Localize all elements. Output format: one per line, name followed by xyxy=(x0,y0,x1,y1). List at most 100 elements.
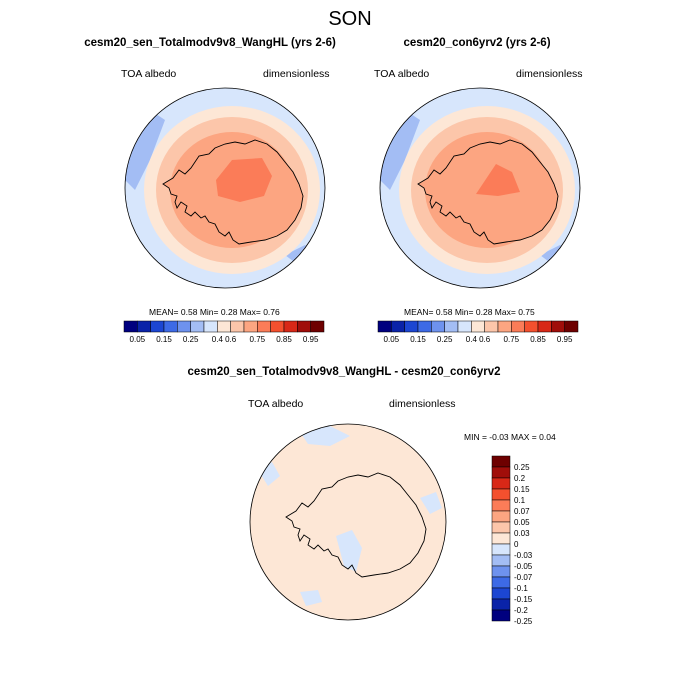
panel1-units-label: dimensionless xyxy=(263,68,330,80)
panel2-title: cesm20_con6yrv2 (yrs 2-6) xyxy=(403,37,551,49)
panel2-colorbar-cell xyxy=(404,320,419,333)
panel1-colorbar-cell xyxy=(137,320,151,333)
panel3-colorbar-cell xyxy=(491,510,511,523)
panel2-colorbar-tick-label: 0.4 xyxy=(466,335,478,344)
panel2-colorbar-cell xyxy=(471,320,485,333)
panel1-colorbar-cell xyxy=(310,320,325,333)
panel3-colorbar-tick-label: 0.25 xyxy=(514,463,530,472)
season-title: SON xyxy=(328,8,372,30)
panel3-neg-patch-3 xyxy=(336,530,362,572)
panel2-colorbar-cell xyxy=(391,320,405,333)
panel3-colorbar-tick-label: 0.15 xyxy=(514,485,530,494)
panel1-max-label: Max= xyxy=(239,307,261,317)
panel2-colorbar-cell xyxy=(497,320,512,333)
panel1-colorbar-cell xyxy=(230,320,245,333)
panel1-title: cesm20_sen_Totalmodv9v8_WangHL (yrs 2-6) xyxy=(84,37,336,49)
panel3-colorbar-tick-label: -0.07 xyxy=(514,573,533,582)
panel3-colorbar-cell xyxy=(491,565,511,578)
panel2-units-label: dimensionless xyxy=(516,68,583,80)
panel2-colorbar-cell xyxy=(551,320,565,333)
panel3-colorbar-tick-label: 0.05 xyxy=(514,518,530,527)
panel3-colorbar-tick-label: 0.07 xyxy=(514,507,530,516)
panel2-mean-value: 0.58 xyxy=(435,307,453,317)
panel1-colorbar-cell xyxy=(257,320,271,333)
panel1-colorbar-tick-label: 0.25 xyxy=(183,335,199,344)
panel1-max-value: 0.76 xyxy=(263,307,280,317)
panel3-map-border xyxy=(249,423,447,621)
panel2-colorbar-cell xyxy=(511,320,525,333)
panel1-min-label: Min= xyxy=(199,307,219,317)
panel1-colorbar-cell xyxy=(283,320,298,333)
panel2-min-label: Min= xyxy=(454,307,474,317)
panel1-colorbar-cell xyxy=(190,320,205,333)
panel2-max-label: Max= xyxy=(494,307,516,317)
panel3-max-label: MAX = xyxy=(511,432,537,442)
panel3-colorbar-tick-label: 0.03 xyxy=(514,529,530,538)
panel3-colorbar: 0.25 0.2 0.15 0.1 0.07 0.05 0.03 0 -0.03 -0.05 -0.… xyxy=(491,455,533,626)
panel2-variable-label: TOA albedo xyxy=(374,68,430,80)
panel1-map-border xyxy=(124,87,326,289)
panel1-colorbar-cell xyxy=(150,320,165,333)
panel1-colorbar-cell xyxy=(297,320,311,333)
panel3-min-value: -0.03 xyxy=(489,432,509,442)
panel2-colorbar-cell xyxy=(524,320,539,333)
panel1-mean-label: MEAN= xyxy=(149,307,179,317)
panel3-colorbar-cell xyxy=(491,587,511,600)
panel2-colorbar-tick-label: 0.95 xyxy=(557,335,573,344)
panel2-colorbar-tick-label: 0.6 xyxy=(479,335,491,344)
panel1-colorbar-tick-label: 0.95 xyxy=(303,335,319,344)
panel2-colorbar-tick-label: 0.85 xyxy=(530,335,546,344)
panel1-colorbar-cell xyxy=(163,320,178,333)
panel2-map xyxy=(379,87,581,289)
panel2-colorbar-cell xyxy=(537,320,552,333)
panel2-colorbar-cell xyxy=(377,320,392,333)
panel3-colorbar-tick-label: -0.03 xyxy=(514,551,533,560)
panel3-colorbar-tick-label: -0.25 xyxy=(514,617,533,626)
panel3-colorbar-cell xyxy=(491,521,511,534)
panel3-colorbar-cell xyxy=(491,477,511,490)
panel2-colorbar-tick-label: 0.15 xyxy=(410,335,426,344)
panel1-stats: MEAN= 0.58 Min= 0.28 Max= 0.76 xyxy=(149,307,280,317)
panel3-colorbar-cell xyxy=(491,609,511,622)
panel3-colorbar-cell xyxy=(491,499,511,512)
panel1-colorbar-cell xyxy=(243,320,258,333)
panel2-colorbar-tick-label: 0.75 xyxy=(504,335,520,344)
panel2-plateau-max xyxy=(476,164,520,196)
panel3-colorbar-cell xyxy=(491,488,511,501)
panel1-pale-blue-patch xyxy=(125,110,165,190)
panel3-stats: MIN = -0.03 MAX = 0.04 xyxy=(464,432,556,442)
panel2-colorbar-tick-label: 0.25 xyxy=(437,335,453,344)
panel3-colorbar-tick-label: -0.1 xyxy=(514,584,528,593)
panel2-colorbar-cell xyxy=(484,320,499,333)
panel3-colorbar-tick-label: -0.05 xyxy=(514,562,533,571)
panel3-colorbar-tick-label: -0.15 xyxy=(514,595,533,604)
panel1-colorbar-tick-label: 0.85 xyxy=(276,335,292,344)
panel3-variable-label: TOA albedo xyxy=(248,398,304,410)
panel1-colorbar-tick-label: 0.4 xyxy=(212,335,224,344)
panel1-mean-value: 0.58 xyxy=(180,307,198,317)
panel3-colorbar-cell xyxy=(491,554,511,567)
panel1-colorbar-cell xyxy=(123,320,138,333)
panel3-colorbar-tick-label: -0.2 xyxy=(514,606,528,615)
panel3-colorbar-tick-label: 0.2 xyxy=(514,474,526,483)
panel3-colorbar-cell xyxy=(491,455,511,468)
panel1-colorbar-tick-label: 0.05 xyxy=(130,335,146,344)
panel1-colorbar-tick-label: 0.6 xyxy=(225,335,237,344)
panel2-colorbar-cell xyxy=(431,320,445,333)
panel3-title: cesm20_sen_Totalmodv9v8_WangHL - cesm20_… xyxy=(187,366,501,378)
panel1-colorbar-cell xyxy=(270,320,285,333)
panel3-min-label: MIN = xyxy=(464,432,487,442)
panel3-colorbar-tick-label: 0.1 xyxy=(514,496,526,505)
panel3-neg-patch-4 xyxy=(420,492,442,514)
panel3-neg-patch-5 xyxy=(300,590,322,606)
panel3-colorbar-cell xyxy=(491,543,511,556)
panel3-units-label: dimensionless xyxy=(389,398,456,410)
panel2-max-value: 0.75 xyxy=(518,307,535,317)
panel2-pale-blue-patch xyxy=(380,110,420,190)
panel3-background xyxy=(250,424,446,620)
panel3-colorbar-tick-label: 0 xyxy=(514,540,519,549)
panel2-colorbar-cell xyxy=(444,320,459,333)
panel1-variable-label: TOA albedo xyxy=(121,68,177,80)
panel3-colorbar-cell xyxy=(491,532,511,545)
